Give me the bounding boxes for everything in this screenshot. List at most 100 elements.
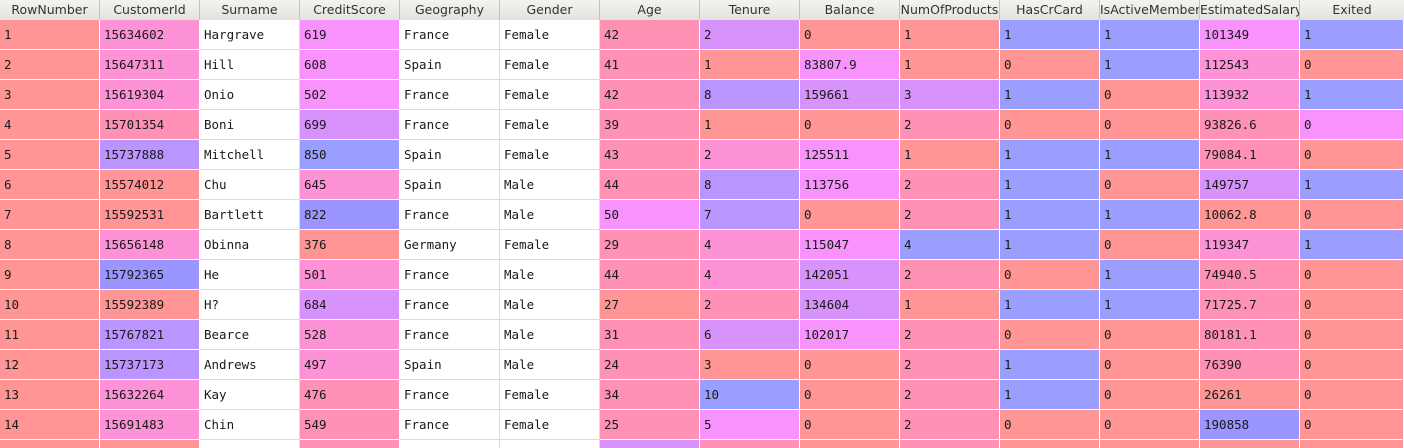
cell-balance[interactable]: 115047: [800, 230, 900, 260]
cell-geography[interactable]: France: [400, 260, 500, 290]
cell-gender[interactable]: Female: [500, 230, 600, 260]
cell-age[interactable]: 41: [600, 50, 700, 80]
column-header-rownumber[interactable]: RowNumber: [0, 0, 100, 20]
cell-isactivemember[interactable]: 1: [1100, 50, 1200, 80]
cell-exited[interactable]: 0: [1300, 140, 1404, 170]
cell-hascrcard[interactable]: 1: [1000, 380, 1100, 410]
table-row[interactable]: 12 15737173 Andrews 497 Spain Male 24 3 0 2 1 0 7639…: [0, 350, 1404, 380]
cell-exited[interactable]: 0: [1300, 50, 1404, 80]
column-header-surname[interactable]: Surname: [200, 0, 300, 20]
cell-gender[interactable]: Female: [500, 20, 600, 50]
cell-customerid[interactable]: 15592531: [100, 200, 200, 230]
column-header-numofproducts[interactable]: NumOfProducts: [900, 0, 1000, 20]
table-row[interactable]: 7 15592531 Bartlett 822 France Male 50 7 0 2 1 1 100…: [0, 200, 1404, 230]
cell-surname[interactable]: Obinna: [200, 230, 300, 260]
cell-estimatedsalary[interactable]: 101349: [1200, 20, 1300, 50]
cell-numofproducts[interactable]: 2: [900, 170, 1000, 200]
column-header-geography[interactable]: Geography: [400, 0, 500, 20]
cell-estimatedsalary[interactable]: [1200, 440, 1300, 448]
cell-balance[interactable]: 0: [800, 380, 900, 410]
cell-creditscore[interactable]: [300, 440, 400, 448]
cell-rownumber[interactable]: 14: [0, 410, 100, 440]
cell-hascrcard[interactable]: 1: [1000, 20, 1100, 50]
cell-exited[interactable]: 0: [1300, 320, 1404, 350]
cell-balance[interactable]: 134604: [800, 290, 900, 320]
cell-geography[interactable]: Spain: [400, 350, 500, 380]
cell-exited[interactable]: 0: [1300, 110, 1404, 140]
cell-numofproducts[interactable]: 1: [900, 50, 1000, 80]
cell-creditscore[interactable]: 376: [300, 230, 400, 260]
table-row[interactable]: 2 15647311 Hill 608 Spain Female 41 1 83807.9 1 0 1…: [0, 50, 1404, 80]
cell-hascrcard[interactable]: [1000, 440, 1100, 448]
cell-estimatedsalary[interactable]: 190858: [1200, 410, 1300, 440]
cell-numofproducts[interactable]: 2: [900, 350, 1000, 380]
cell-surname[interactable]: Kay: [200, 380, 300, 410]
cell-exited[interactable]: 1: [1300, 80, 1404, 110]
cell-rownumber[interactable]: [0, 440, 100, 448]
table-row[interactable]: 10 15592389 H? 684 France Male 27 2 134604 1 1 1 717…: [0, 290, 1404, 320]
cell-customerid[interactable]: 15592389: [100, 290, 200, 320]
cell-isactivemember[interactable]: [1100, 440, 1200, 448]
cell-geography[interactable]: Germany: [400, 230, 500, 260]
column-header-tenure[interactable]: Tenure: [700, 0, 800, 20]
cell-geography[interactable]: France: [400, 200, 500, 230]
cell-numofproducts[interactable]: 2: [900, 200, 1000, 230]
cell-age[interactable]: 27: [600, 290, 700, 320]
cell-isactivemember[interactable]: 0: [1100, 80, 1200, 110]
cell-rownumber[interactable]: 7: [0, 200, 100, 230]
cell-estimatedsalary[interactable]: 113932: [1200, 80, 1300, 110]
cell-age[interactable]: 34: [600, 380, 700, 410]
cell-customerid[interactable]: 15691483: [100, 410, 200, 440]
cell-hascrcard[interactable]: 1: [1000, 140, 1100, 170]
cell-age[interactable]: 42: [600, 20, 700, 50]
cell-gender[interactable]: Female: [500, 380, 600, 410]
cell-gender[interactable]: Female: [500, 80, 600, 110]
cell-exited[interactable]: 1: [1300, 230, 1404, 260]
cell-isactivemember[interactable]: 0: [1100, 350, 1200, 380]
table-row[interactable]: 3 15619304 Onio 502 France Female 42 8 159661 3 1 0…: [0, 80, 1404, 110]
cell-surname[interactable]: Mitchell: [200, 140, 300, 170]
cell-balance[interactable]: 159661: [800, 80, 900, 110]
cell-hascrcard[interactable]: 1: [1000, 200, 1100, 230]
cell-isactivemember[interactable]: 0: [1100, 170, 1200, 200]
table-row[interactable]: 11 15767821 Bearce 528 France Male 31 6 102017 2 0…: [0, 320, 1404, 350]
cell-geography[interactable]: France: [400, 80, 500, 110]
cell-creditscore[interactable]: 699: [300, 110, 400, 140]
cell-customerid[interactable]: 15634602: [100, 20, 200, 50]
cell-numofproducts[interactable]: 2: [900, 110, 1000, 140]
cell-gender[interactable]: Female: [500, 50, 600, 80]
cell-exited[interactable]: 1: [1300, 20, 1404, 50]
table-row[interactable]: 9 15792365 He 501 France Male 44 4 142051 2 0 1 7494…: [0, 260, 1404, 290]
cell-creditscore[interactable]: 476: [300, 380, 400, 410]
cell-estimatedsalary[interactable]: 79084.1: [1200, 140, 1300, 170]
cell-customerid[interactable]: 15737173: [100, 350, 200, 380]
cell-customerid[interactable]: 15701354: [100, 110, 200, 140]
cell-geography[interactable]: [400, 440, 500, 448]
cell-rownumber[interactable]: 8: [0, 230, 100, 260]
cell-surname[interactable]: Bearce: [200, 320, 300, 350]
cell-age[interactable]: [600, 440, 700, 448]
cell-creditscore[interactable]: 619: [300, 20, 400, 50]
cell-estimatedsalary[interactable]: 119347: [1200, 230, 1300, 260]
cell-hascrcard[interactable]: 0: [1000, 260, 1100, 290]
cell-hascrcard[interactable]: 0: [1000, 320, 1100, 350]
cell-hascrcard[interactable]: 1: [1000, 80, 1100, 110]
cell-isactivemember[interactable]: 1: [1100, 20, 1200, 50]
cell-customerid[interactable]: 15737888: [100, 140, 200, 170]
column-header-customerid[interactable]: CustomerId: [100, 0, 200, 20]
cell-numofproducts[interactable]: 2: [900, 320, 1000, 350]
cell-age[interactable]: 44: [600, 260, 700, 290]
cell-creditscore[interactable]: 549: [300, 410, 400, 440]
cell-estimatedsalary[interactable]: 93826.6: [1200, 110, 1300, 140]
cell-numofproducts[interactable]: 4: [900, 230, 1000, 260]
cell-numofproducts[interactable]: 2: [900, 380, 1000, 410]
cell-tenure[interactable]: [700, 440, 800, 448]
cell-estimatedsalary[interactable]: 26261: [1200, 380, 1300, 410]
column-header-age[interactable]: Age: [600, 0, 700, 20]
cell-isactivemember[interactable]: 0: [1100, 230, 1200, 260]
cell-creditscore[interactable]: 502: [300, 80, 400, 110]
column-header-balance[interactable]: Balance: [800, 0, 900, 20]
cell-numofproducts[interactable]: 1: [900, 140, 1000, 170]
cell-balance[interactable]: 125511: [800, 140, 900, 170]
cell-exited[interactable]: 0: [1300, 380, 1404, 410]
